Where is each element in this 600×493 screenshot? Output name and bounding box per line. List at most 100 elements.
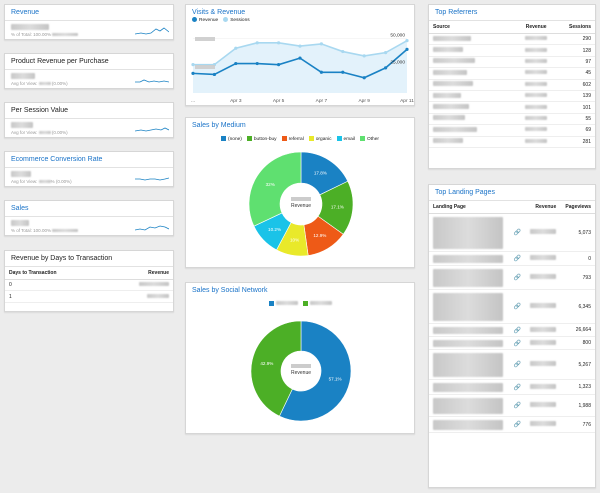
- card-title[interactable]: Revenue: [5, 5, 173, 21]
- landing-page-cell[interactable]: [429, 289, 510, 324]
- link-icon[interactable]: 🔗: [509, 289, 526, 324]
- source-cell[interactable]: [429, 101, 507, 114]
- legend-item[interactable]: Other: [359, 136, 379, 142]
- link-icon[interactable]: 🔗: [509, 416, 526, 433]
- source-cell[interactable]: [429, 44, 507, 57]
- legend-item[interactable]: [268, 301, 298, 307]
- table-row[interactable]: 45: [429, 67, 595, 80]
- link-icon[interactable]: 🔗: [509, 251, 526, 266]
- table-row[interactable]: 97: [429, 56, 595, 69]
- revenue-point: [212, 72, 216, 77]
- col-sessions[interactable]: Sessions: [550, 21, 595, 34]
- link-icon[interactable]: 🔗: [509, 336, 526, 350]
- card-title[interactable]: Product Revenue per Purchase: [5, 54, 173, 70]
- slice-label: 12.9%: [313, 233, 326, 238]
- sessions-point: [277, 41, 281, 45]
- landing-page-cell[interactable]: [429, 379, 510, 395]
- landing-page-cell[interactable]: [429, 265, 510, 290]
- card-title[interactable]: Per Session Value: [5, 103, 173, 119]
- landing-page-cell[interactable]: [429, 323, 510, 337]
- source-cell[interactable]: [429, 90, 507, 103]
- days-table: Days to Transaction Revenue 0 1: [5, 267, 173, 303]
- card-title[interactable]: Top Landing Pages: [429, 185, 595, 201]
- legend-item[interactable]: [302, 301, 332, 307]
- col-pageviews[interactable]: Pageviews: [560, 201, 595, 214]
- col-days[interactable]: Days to Transaction: [5, 267, 105, 280]
- legend-item[interactable]: button-buy: [246, 136, 277, 142]
- link-icon[interactable]: 🔗: [509, 323, 526, 337]
- donut-slice: [279, 320, 352, 422]
- table-row[interactable]: 602: [429, 79, 595, 91]
- link-icon[interactable]: 🔗: [509, 379, 526, 395]
- landing-page-cell[interactable]: [429, 416, 510, 433]
- product-revenue-card[interactable]: Product Revenue per Purchase Avg for Vie…: [4, 53, 174, 89]
- sparkline: [135, 225, 169, 231]
- col-revenue[interactable]: Revenue: [506, 21, 551, 34]
- table-row[interactable]: 🔗 0: [429, 251, 595, 266]
- table-row[interactable]: 281: [429, 136, 595, 148]
- source-cell[interactable]: [429, 33, 507, 46]
- card-title[interactable]: Sales by Medium: [192, 122, 246, 129]
- revenue-card[interactable]: Revenue % of Total: 100.00%: [4, 4, 174, 40]
- source-cell[interactable]: [429, 113, 507, 126]
- source-cell[interactable]: [429, 124, 507, 137]
- legend-item[interactable]: (none): [221, 136, 242, 142]
- legend-revenue[interactable]: Revenue: [192, 17, 218, 23]
- card-title[interactable]: Visits & Revenue: [192, 9, 246, 16]
- referrers-table: Source Revenue Sessions 290 128 97 45 60…: [429, 21, 595, 148]
- table-row[interactable]: 128: [429, 44, 595, 57]
- legend-item[interactable]: email: [336, 136, 355, 142]
- card-title[interactable]: Sales: [5, 201, 173, 217]
- table-row[interactable]: 🔗 5,267: [429, 349, 595, 380]
- table-row[interactable]: 139: [429, 90, 595, 103]
- landing-page-cell[interactable]: [429, 394, 510, 417]
- card-title[interactable]: Top Referrers: [429, 5, 595, 21]
- table-row[interactable]: 55: [429, 113, 595, 126]
- table-row[interactable]: 🔗 6,345: [429, 289, 595, 324]
- link-icon[interactable]: 🔗: [509, 213, 526, 252]
- col-landing-page[interactable]: Landing Page: [429, 201, 510, 214]
- pageviews-cell: 776: [560, 416, 595, 433]
- donut-slice: [248, 151, 302, 227]
- card-title[interactable]: Revenue by Days to Transaction: [5, 251, 173, 267]
- legend-item[interactable]: organic: [308, 136, 332, 142]
- source-cell[interactable]: [429, 79, 507, 91]
- col-source[interactable]: Source: [429, 21, 507, 34]
- conversion-rate-card[interactable]: Ecommerce Conversion Rate Avg for View: …: [4, 151, 174, 187]
- sales-card[interactable]: Sales % of Total: 100.00%: [4, 200, 174, 236]
- landing-page-cell[interactable]: [429, 213, 510, 252]
- table-row[interactable]: 🔗 26,664: [429, 323, 595, 337]
- legend-item[interactable]: referral: [281, 136, 304, 142]
- sessions-point: [384, 51, 388, 55]
- link-icon[interactable]: 🔗: [509, 265, 526, 290]
- table-row[interactable]: 🔗 5,073: [429, 213, 595, 252]
- landing-page-cell[interactable]: [429, 251, 510, 266]
- col-revenue[interactable]: Revenue: [104, 267, 173, 280]
- revenue-cell: [506, 79, 551, 91]
- link-icon[interactable]: 🔗: [509, 349, 526, 380]
- slice-label: 17.8%: [314, 171, 327, 176]
- legend-sessions[interactable]: Sessions: [223, 17, 250, 23]
- col-revenue[interactable]: Revenue: [525, 201, 561, 214]
- table-row[interactable]: 69: [429, 124, 595, 137]
- table-row[interactable]: 🔗 776: [429, 416, 595, 433]
- per-session-value-card[interactable]: Per Session Value Avg for View: (0.00%): [4, 102, 174, 138]
- source-cell[interactable]: [429, 56, 507, 69]
- source-cell[interactable]: [429, 136, 507, 148]
- sessions-cell: 602: [550, 79, 595, 91]
- table-row[interactable]: 🔗 800: [429, 336, 595, 350]
- landing-page-cell[interactable]: [429, 349, 510, 380]
- source-cell[interactable]: [429, 67, 507, 80]
- metric-sub: Avg for View: (0.00%): [11, 130, 68, 135]
- table-row[interactable]: 290: [429, 33, 595, 46]
- landing-page-cell[interactable]: [429, 336, 510, 350]
- slice-label: 17.1%: [331, 205, 344, 210]
- link-icon[interactable]: 🔗: [509, 394, 526, 417]
- table-row[interactable]: 🔗 1,323: [429, 379, 595, 395]
- sessions-cell: 55: [550, 113, 595, 126]
- table-row[interactable]: 🔗 793: [429, 265, 595, 290]
- table-row[interactable]: 🔗 1,988: [429, 394, 595, 417]
- table-row[interactable]: 101: [429, 101, 595, 114]
- card-title[interactable]: Sales by Social Network: [192, 287, 268, 294]
- card-title[interactable]: Ecommerce Conversion Rate: [5, 152, 173, 168]
